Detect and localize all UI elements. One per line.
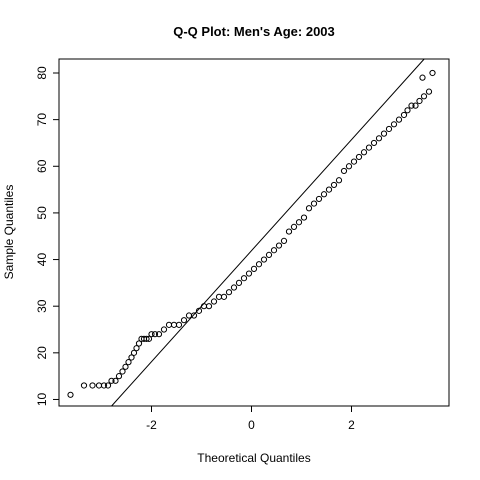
x-axis: -2 0 2 [146,406,355,432]
data-point [135,340,143,347]
data-point [119,368,126,375]
data-point [300,214,308,221]
data-point [145,335,153,342]
data-point [143,335,150,342]
data-point [408,102,415,109]
data-point [395,116,403,123]
y-tick-label: 40 [35,253,49,267]
data-point [220,293,228,300]
chart-title: Q-Q Plot: Men's Age: 2003 [173,24,335,39]
data-point [429,69,436,77]
data-point [190,312,198,319]
data-point [305,205,313,212]
data-point [100,382,108,389]
data-point [404,107,411,114]
data-point [412,102,419,109]
data-point [128,354,135,361]
data-point [285,228,293,235]
y-tick-label: 70 [35,113,49,127]
data-point [350,158,358,165]
y-axis: 10 20 30 40 50 60 70 80 [35,66,59,406]
data-point [245,270,253,277]
data-point [125,359,132,366]
data-point [205,303,213,310]
data-point [335,177,343,184]
x-tick-label: 0 [248,418,255,432]
data-point [185,312,193,319]
data-point [122,363,129,370]
y-tick-label: 50 [35,206,49,220]
data-point [215,293,223,300]
y-tick-label: 30 [35,299,49,313]
data-point [230,284,238,291]
data-point [115,373,123,380]
reference-line [111,58,425,407]
data-point [210,298,218,305]
data-point [330,181,338,189]
data-point [425,88,433,95]
data-point [416,97,423,105]
data-point [370,139,378,147]
data-point [380,130,388,137]
data-point [345,163,353,170]
data-point [175,321,183,328]
data-point [151,331,159,338]
data-point [155,331,163,338]
data-point [375,135,383,142]
data-point [250,265,258,272]
data-point [340,167,348,175]
data-point [280,237,288,244]
reference-line-layer [111,58,425,407]
data-point [385,125,393,133]
data-point [225,289,233,296]
data-point [365,144,373,151]
data-point [200,303,208,310]
data-point [419,74,426,81]
data-point [235,279,243,286]
data-point [270,247,278,254]
data-point [255,261,263,268]
data-point [104,382,112,389]
data-point [310,200,318,207]
data-point [240,275,248,282]
data-point [112,377,119,384]
data-point [89,382,96,389]
data-point [133,345,140,352]
data-point [315,195,323,203]
data-point [360,149,368,156]
plot-frame [58,58,450,407]
data-point [108,377,115,384]
data-point [260,256,268,263]
data-point [355,153,363,161]
y-tick-label: 20 [35,346,49,360]
data-point [325,186,333,193]
data-point [195,307,203,314]
data-point [165,321,173,328]
data-point [95,382,103,389]
data-point [400,111,408,119]
y-tick-label: 80 [35,66,49,80]
data-point [148,331,155,338]
data-point [170,321,178,328]
y-axis-label: Sample Quantiles [2,185,16,280]
y-tick-label: 60 [35,159,49,173]
data-point [180,317,188,324]
data-point [265,251,273,258]
data-point [275,242,283,249]
x-tick-label: 2 [348,418,355,432]
data-point [160,326,168,333]
data-point [295,219,303,226]
data-point [290,223,298,231]
data-point [130,349,138,356]
data-point [80,382,88,389]
x-axis-label: Theoretical Quantiles [197,451,310,465]
data-point [67,391,74,398]
x-tick-label: -2 [146,418,157,432]
data-point [320,191,328,198]
y-tick-label: 10 [35,392,49,406]
points-layer [67,69,436,398]
data-point [420,93,428,100]
data-point [390,121,398,128]
